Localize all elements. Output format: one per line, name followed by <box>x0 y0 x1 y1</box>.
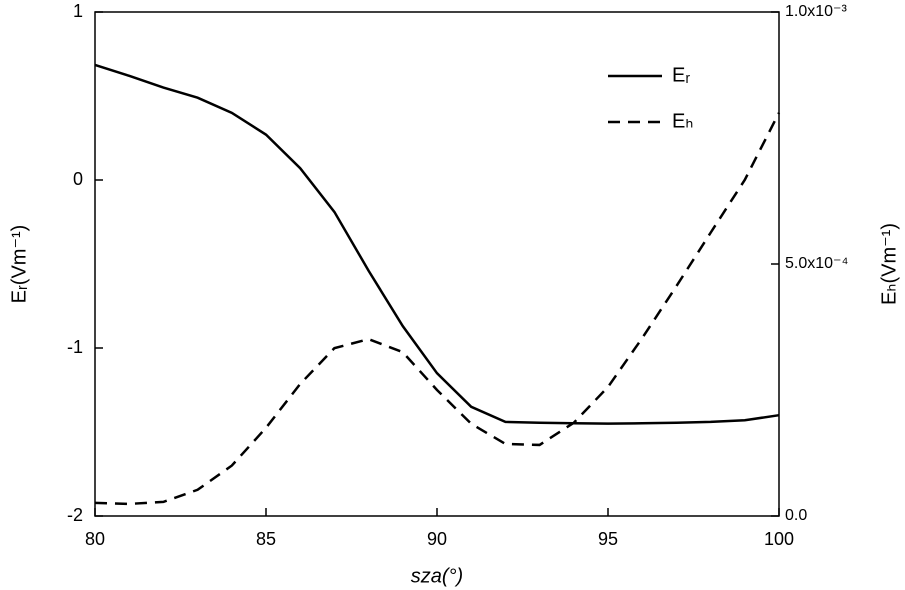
x-tick-label: 90 <box>427 529 447 549</box>
y-axis-label: Eᵣ(Vm⁻¹) <box>8 225 30 304</box>
y2-tick-label: 5.0x10⁻⁴ <box>785 255 848 272</box>
y-tick-label: -1 <box>67 337 83 357</box>
legend-label: Eᵣ <box>672 64 690 86</box>
legend-label: Eₕ <box>672 110 693 132</box>
y2-axis-label: Eₕ(Vm⁻¹) <box>878 223 900 305</box>
x-tick-label: 80 <box>85 529 105 549</box>
y-tick-label: -2 <box>67 505 83 525</box>
y2-tick-label: 0.0 <box>785 507 807 524</box>
series-line <box>94 63 780 425</box>
x-tick-label: 100 <box>764 529 794 549</box>
plot-frame <box>94 11 780 517</box>
y2-tick-label: 1.0x10⁻³ <box>785 3 847 20</box>
x-axis-label: sza(°) <box>411 565 463 587</box>
x-tick-label: 95 <box>598 529 618 549</box>
y-tick-label: 0 <box>73 169 83 189</box>
y-tick-label: 1 <box>73 1 83 21</box>
x-tick-label: 85 <box>256 529 276 549</box>
series-line <box>94 112 781 506</box>
